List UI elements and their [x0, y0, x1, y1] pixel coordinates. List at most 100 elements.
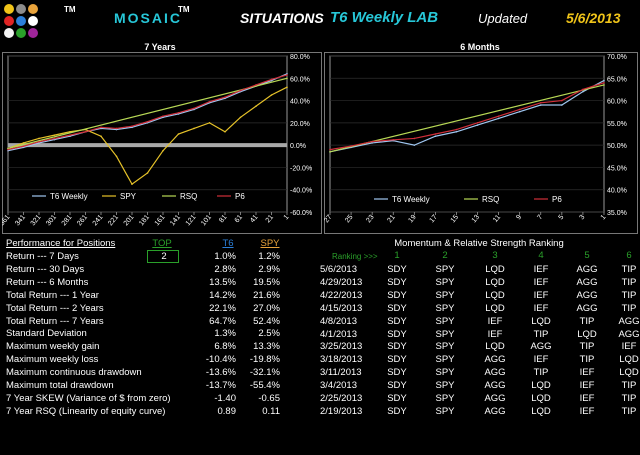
ranking-cell: AGG [484, 405, 506, 417]
data-point [239, 89, 242, 92]
ranking-cell: SPY [435, 264, 455, 275]
ranking-row-date: 2/25/2013 [320, 393, 363, 404]
data-point [539, 104, 542, 106]
data-point [455, 128, 458, 131]
performance-spy-value: 13.3% [253, 341, 280, 353]
ranking-cell: SDY [387, 302, 407, 314]
ranking-cell: SDY [387, 341, 407, 353]
performance-row-label: Total Return --- 2 Years [6, 302, 104, 314]
data-point [84, 130, 87, 133]
data-point [371, 142, 373, 144]
x-tick-label: 27 [324, 214, 334, 225]
performance-row-label: Return --- 30 Days [6, 263, 85, 275]
data-point [53, 137, 56, 140]
ranking-column-header: 5 [584, 250, 590, 261]
ranking-cell: SDY [387, 264, 407, 275]
performance-spy-value: 1.2% [258, 251, 280, 262]
data-point [497, 117, 500, 120]
ranking-cell: TIP [533, 328, 549, 340]
performance-row-label: Total Return --- 7 Years [6, 315, 104, 327]
data-point [455, 130, 458, 133]
x-tick-label: 21 [386, 214, 396, 225]
logo-dot [28, 4, 38, 14]
ranking-cell: IEF [579, 405, 595, 417]
data-point [603, 79, 605, 82]
data-point [518, 110, 521, 113]
data-point [476, 124, 479, 126]
data-point [329, 151, 331, 153]
ranking-cell: LQD [485, 302, 505, 314]
data-point [131, 183, 133, 185]
chart-6months-title: 6 Months [460, 42, 500, 52]
data-point [38, 141, 40, 143]
data-point [7, 149, 9, 152]
data-point [38, 137, 40, 140]
data-point [239, 116, 242, 119]
data-point [53, 138, 56, 141]
y-tick-label: 65.0% [607, 76, 627, 83]
data-point [518, 108, 521, 111]
ranking-cell: SPY [435, 302, 455, 314]
ranking-cell: AGG [576, 302, 598, 314]
legend-label: T6 Weekly [50, 192, 88, 201]
y-tick-label: 70.0% [607, 54, 627, 61]
data-point [434, 133, 437, 135]
chart-7years: 80.0% 60.0% 40.0% 20.0% 0.0% -20.0% -40.0% -60.… [2, 52, 322, 234]
logo-dot [16, 4, 26, 14]
ranking-column-header: 4 [538, 250, 544, 261]
performance-t6-value: 22.1% [209, 302, 236, 314]
x-tick-label: 19 [407, 214, 417, 225]
chart-6months: 70.0% 65.0% 60.0% 55.0% 50.0% 45.0% 40.0% 35.0%… [324, 52, 638, 234]
data-point [413, 137, 416, 140]
data-point [270, 78, 273, 81]
legend-label: RSQ [180, 192, 197, 201]
ranking-row-date: 4/15/2013 [320, 302, 363, 314]
performance-row-label: Maximum weekly loss [6, 354, 99, 366]
ranking-row-date: 3/4/2013 [320, 380, 357, 392]
ranking-row-date: 3/25/2013 [320, 341, 363, 353]
ranking-cell: IEF [487, 328, 503, 340]
ranking-cell: SDY [387, 354, 407, 366]
ranking-cell: IEF [533, 354, 549, 366]
data-point [22, 142, 25, 144]
chart-7years-title: 7 Years [144, 42, 176, 52]
ranking-cell: SDY [387, 405, 407, 417]
ranking-row-date: 5/6/2013 [320, 264, 357, 275]
ranking-cell: TIP [621, 276, 637, 288]
ranking-cell: AGG [618, 315, 640, 327]
data-point [22, 146, 25, 149]
ranking-cell: SDY [387, 380, 407, 392]
performance-table: Performance for Positions TOP T6 SPY 2 R… [0, 236, 318, 455]
y-tick-label: 45.0% [607, 165, 627, 172]
performance-row-label: Maximum weekly gain [6, 341, 100, 353]
data-point [100, 126, 102, 129]
ranking-cell: TIP [579, 341, 595, 353]
x-tick-label: 9 [515, 214, 523, 222]
x-tick-label: 11 [492, 214, 502, 224]
ranking-cell: SDY [387, 328, 407, 340]
legend-label: T6 Weekly [392, 195, 430, 204]
ranking-cell: AGG [484, 354, 506, 366]
legend-label: SPY [120, 192, 137, 201]
data-point [476, 122, 479, 124]
performance-t6-value: 64.7% [209, 315, 236, 327]
ranking-column-header: 3 [492, 250, 498, 261]
performance-row-label: Maximum continuous drawdown [6, 367, 142, 379]
data-point [255, 105, 257, 107]
x-tick-label: 81 [218, 214, 228, 225]
data-point [603, 84, 605, 86]
top-count-input[interactable]: 2 [147, 250, 179, 263]
ranking-cell: LQD [531, 315, 551, 327]
performance-spy-value: 19.5% [253, 276, 280, 288]
data-point [69, 134, 71, 136]
ranking-cell: TIP [621, 393, 637, 404]
y-tick-label: 50.0% [607, 143, 627, 150]
performance-row-label: Total Return --- 1 Year [6, 289, 99, 301]
ranking-cell: LQD [485, 289, 505, 301]
y-tick-label: 60.0% [290, 76, 310, 83]
col-spy-header: SPY [260, 238, 280, 249]
data-point [115, 155, 118, 158]
data-point [286, 77, 288, 80]
data-point [146, 172, 149, 174]
ranking-cell: LQD [531, 380, 551, 392]
